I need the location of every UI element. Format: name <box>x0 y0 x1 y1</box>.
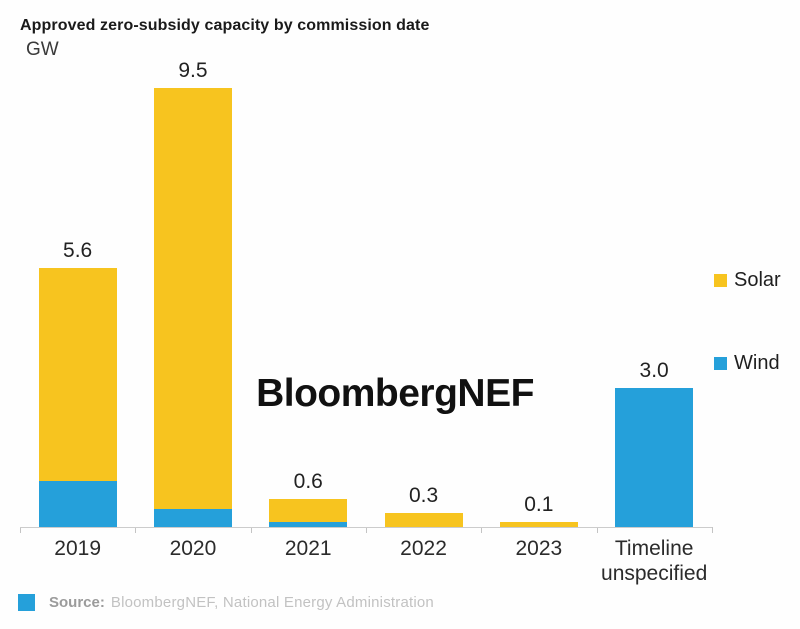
value-label-2022: 0.3 <box>408 484 439 508</box>
x-axis-tick <box>596 527 598 533</box>
category-label-2023: 2023 <box>515 537 563 560</box>
category-label-2021: 2021 <box>284 537 332 560</box>
legend-item-wind: Wind <box>714 352 780 375</box>
category-label-2020: 2020 <box>169 537 217 560</box>
source-prefix: Source: <box>49 594 105 611</box>
x-axis-tick <box>365 527 367 533</box>
x-axis-tick <box>135 527 137 533</box>
x-axis-tick <box>711 527 713 533</box>
wind-swatch-icon <box>714 357 727 370</box>
category-label-2022: 2022 <box>400 537 447 560</box>
value-label-2021: 0.6 <box>293 470 323 494</box>
chart-title: Approved zero-subsidy capacity by commis… <box>20 17 430 34</box>
source-text: BloombergNEF, National Energy Administra… <box>110 594 434 611</box>
bar-segment-solar-2022 <box>384 513 463 527</box>
bar-segment-wind-2020 <box>153 508 232 527</box>
legend-label-solar: Solar <box>734 269 781 291</box>
bar-segment-wind-2021 <box>269 522 348 527</box>
category-label-2019: 2019 <box>54 537 101 560</box>
unit-label: GW <box>26 39 59 60</box>
x-axis-tick <box>20 527 21 533</box>
x-axis-tick <box>250 527 252 533</box>
value-label-timeline-unspecified: 3.0 <box>639 359 669 383</box>
legend-item-solar: Solar <box>714 269 781 292</box>
value-label-2019: 5.6 <box>63 239 93 263</box>
x-axis-line <box>20 527 712 528</box>
bar-segment-wind-2019 <box>38 480 117 527</box>
legend-label-wind: Wind <box>734 352 780 374</box>
value-label-2020: 9.5 <box>178 59 208 83</box>
bar-segment-solar-2021 <box>269 499 348 523</box>
value-label-2023: 0.1 <box>524 493 554 517</box>
category-label-timeline-unspecified: Timeline unspecified <box>601 537 708 585</box>
source-footer: Source: BloombergNEF, National Energy Ad… <box>18 594 434 611</box>
bar-segment-solar-2020 <box>153 88 232 509</box>
source-swatch-icon <box>18 594 35 611</box>
bar-segment-wind-timeline-unspecified <box>615 388 694 527</box>
bar-segment-solar-2023 <box>499 522 578 527</box>
bar-segment-solar-2019 <box>38 268 117 481</box>
x-axis-tick <box>481 527 483 533</box>
solar-swatch-icon <box>714 274 727 287</box>
watermark: BloombergNEF <box>256 372 534 415</box>
